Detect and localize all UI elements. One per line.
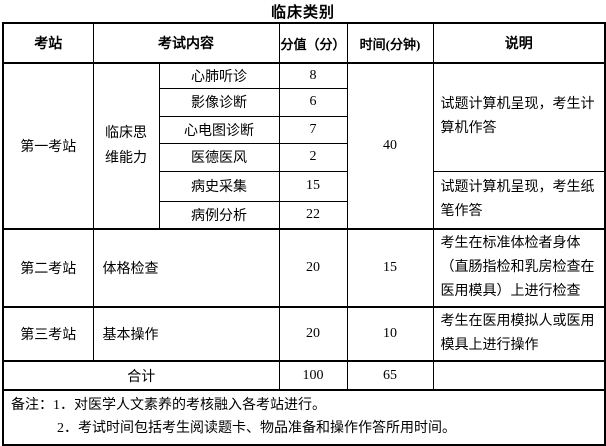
remark-item-1: 1．对医学人文素养的考核融入各考站进行。 bbox=[53, 398, 326, 413]
table-row: 第一考站 临床思维能力 心肺听诊 8 40 试题计算机呈现，考生计算机作答 bbox=[2, 62, 606, 230]
score-cell: 6 bbox=[278, 87, 348, 117]
col-header-station: 考站 bbox=[2, 22, 94, 64]
total-score-cell: 100 bbox=[278, 360, 348, 391]
station1-group-cell: 临床思维能力 bbox=[92, 62, 160, 230]
station2-content-cell: 体格检查 bbox=[92, 228, 280, 308]
score-cell: 20 bbox=[278, 228, 348, 308]
score-cell: 7 bbox=[278, 115, 348, 144]
station1-note-paper: 试题计算机呈现，考生纸笔作答 bbox=[432, 170, 606, 230]
station1-time-cell: 40 bbox=[346, 62, 434, 230]
col-header-time: 时间(分钟) bbox=[346, 22, 434, 64]
score-cell: 2 bbox=[278, 142, 348, 172]
exam-item-label: 医德医风 bbox=[158, 142, 280, 172]
remark-line-2: 2．考试时间包括考生阅读题卡、物品准备和操作作答所用时间。 bbox=[57, 417, 598, 440]
station3-name-cell: 第三考站 bbox=[2, 306, 94, 362]
time-cell: 10 bbox=[346, 306, 434, 362]
exam-item-label: 影像诊断 bbox=[158, 87, 280, 117]
col-header-content: 考试内容 bbox=[92, 22, 280, 64]
remarks-prefix: 备注： bbox=[11, 398, 53, 413]
remark-item-2: 2．考试时间包括考生阅读题卡、物品准备和操作作答所用时间。 bbox=[57, 421, 456, 436]
station1-name-cell: 第一考站 bbox=[2, 62, 94, 230]
score-cell: 8 bbox=[278, 62, 348, 89]
table-row: 影像诊断 6 bbox=[3, 87, 605, 117]
score-cell: 22 bbox=[278, 200, 348, 230]
score-cell: 20 bbox=[278, 306, 348, 362]
page-title: 临床类别 bbox=[270, 5, 335, 21]
time-cell: 15 bbox=[346, 228, 434, 308]
table-row: 医德医风 2 bbox=[3, 142, 605, 172]
col-header-score: 分值（分） bbox=[278, 22, 348, 64]
total-time-cell: 65 bbox=[346, 360, 434, 391]
remarks-cell: 备注：1．对医学人文素养的考核融入各考站进行。 2．考试时间包括考生阅读题卡、物… bbox=[2, 389, 606, 446]
station3-content-cell: 基本操作 bbox=[92, 306, 280, 362]
table-header-row: 考站 考试内容 分值（分） 时间(分钟) 说明 bbox=[2, 22, 606, 64]
total-row: 合计 100 65 bbox=[2, 360, 606, 391]
station3-row: 第三考站 基本操作 20 10 考生在医用模拟人或医用模具上进行操作 bbox=[2, 306, 606, 362]
remark-line-1: 备注：1．对医学人文素养的考核融入各考站进行。 bbox=[11, 394, 598, 417]
exam-item-label: 病例分析 bbox=[158, 200, 280, 230]
station2-name-cell: 第二考站 bbox=[2, 228, 94, 308]
col-header-note: 说明 bbox=[432, 22, 606, 64]
exam-item-label: 病史采集 bbox=[158, 170, 280, 202]
table-row: 病例分析 22 bbox=[3, 200, 605, 230]
station2-note-cell: 考生在标准体检者身体（直肠指检和乳房检查在医用模具）上进行检查 bbox=[432, 228, 606, 308]
total-note-cell bbox=[432, 360, 606, 391]
exam-stations-table: 考站 考试内容 分值（分） 时间(分钟) 说明 第一考站 临床思维能力 心肺听诊… bbox=[2, 22, 606, 446]
remarks-row: 备注：1．对医学人文素养的考核融入各考站进行。 2．考试时间包括考生阅读题卡、物… bbox=[2, 389, 606, 446]
station2-row: 第二考站 体格检查 20 15 考生在标准体检者身体（直肠指检和乳房检查在医用模… bbox=[2, 228, 606, 308]
exam-item-label: 心电图诊断 bbox=[158, 115, 280, 144]
total-label-cell: 合计 bbox=[2, 360, 280, 391]
score-cell: 15 bbox=[278, 170, 348, 202]
station3-note-cell: 考生在医用模拟人或医用模具上进行操作 bbox=[432, 306, 606, 362]
exam-item-label: 心肺听诊 bbox=[158, 62, 280, 89]
station1-note-computer: 试题计算机呈现，考生计算机作答 bbox=[432, 62, 606, 172]
